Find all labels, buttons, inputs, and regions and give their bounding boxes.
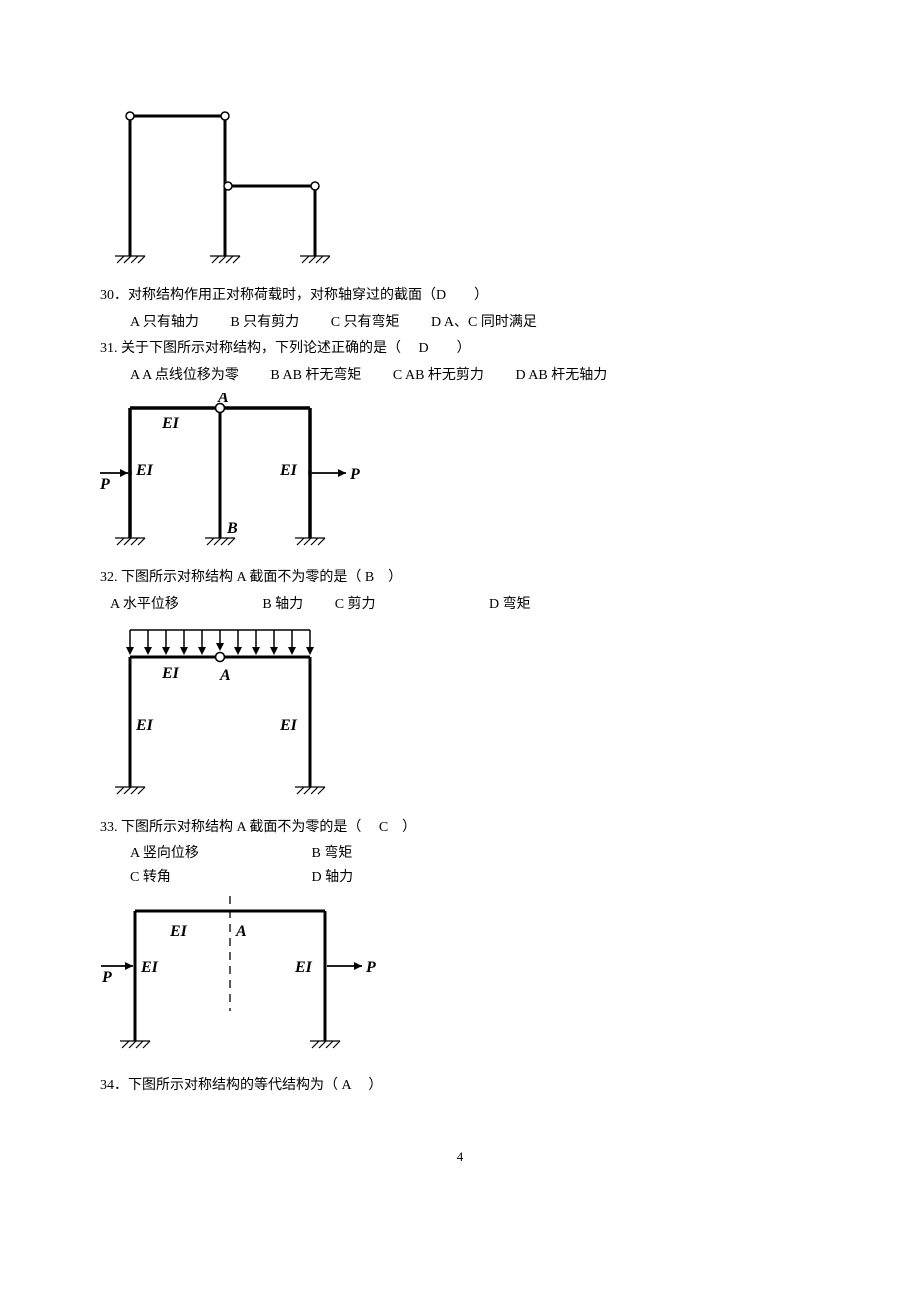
q30-opt-b: B 只有剪力	[230, 315, 299, 330]
q30-opt-d: D A、C 同时满足	[431, 315, 537, 330]
label-P-right: P	[365, 959, 376, 976]
q33-opt-c: C 转角	[130, 867, 280, 889]
figure-q33: EI EI EI A P P	[100, 896, 820, 1069]
label-EI-right: EI	[294, 959, 313, 976]
page-number: 4	[100, 1147, 820, 1168]
label-EI-right: EI	[279, 462, 298, 479]
q33-opt-d: D 轴力	[312, 870, 354, 885]
q34-text: 34．下图所示对称结构的等代结构为（ A ）	[100, 1075, 820, 1097]
figure-q31: A B EI EI EI P P	[100, 393, 820, 561]
q30-opt-a: A 只有轴力	[130, 315, 199, 330]
label-EI-right: EI	[279, 717, 298, 734]
q30-options: A 只有轴力 B 只有剪力 C 只有弯矩 D A、C 同时满足	[130, 312, 820, 334]
label-A: A	[235, 923, 247, 940]
q31-opt-c: C AB 杆无剪力	[393, 368, 484, 383]
label-P-left: P	[101, 969, 112, 986]
figure-top	[100, 106, 820, 279]
label-B: B	[226, 520, 238, 537]
label-EI-left: EI	[135, 717, 154, 734]
q33-options-row1: A 竖向位移 B 弯矩	[130, 843, 820, 865]
q33-opt-a: A 竖向位移	[130, 843, 280, 865]
q31-opt-b: B AB 杆无弯矩	[270, 368, 361, 383]
label-EI-left: EI	[140, 959, 159, 976]
q32-opt-b: B 轴力	[262, 597, 303, 612]
figure-q32: EI EI EI A	[100, 622, 820, 810]
q32-options: A 水平位移 B 轴力 C 剪力 D 弯矩	[110, 594, 820, 616]
label-EI-left: EI	[135, 462, 154, 479]
label-EI-top: EI	[161, 665, 180, 682]
label-P-right: P	[349, 466, 360, 483]
label-A: A	[217, 393, 229, 406]
q31-text: 31. 关于下图所示对称结构，下列论述正确的是（ D ）	[100, 338, 820, 360]
label-EI-top: EI	[161, 415, 180, 432]
q31-opt-a: A A 点线位移为零	[130, 368, 239, 383]
label-EI-top: EI	[169, 923, 188, 940]
q31-options: A A 点线位移为零 B AB 杆无弯矩 C AB 杆无剪力 D AB 杆无轴力	[130, 365, 820, 387]
q33-options-row2: C 转角 D 轴力	[130, 867, 820, 889]
q32-opt-a: A 水平位移	[110, 597, 179, 612]
label-P-left: P	[100, 476, 110, 493]
q30-text: 30．对称结构作用正对称荷载时，对称轴穿过的截面（D ）	[100, 285, 820, 307]
q32-opt-c: C 剪力	[335, 597, 376, 612]
q30-opt-c: C 只有弯矩	[331, 315, 400, 330]
label-A: A	[219, 667, 231, 684]
q31-opt-d: D AB 杆无轴力	[515, 368, 607, 383]
q33-text: 33. 下图所示对称结构 A 截面不为零的是（ C ）	[100, 817, 820, 839]
q32-opt-d: D 弯矩	[489, 597, 531, 612]
q32-text: 32. 下图所示对称结构 A 截面不为零的是（ B ）	[100, 567, 820, 589]
q33-opt-b: B 弯矩	[312, 846, 353, 861]
